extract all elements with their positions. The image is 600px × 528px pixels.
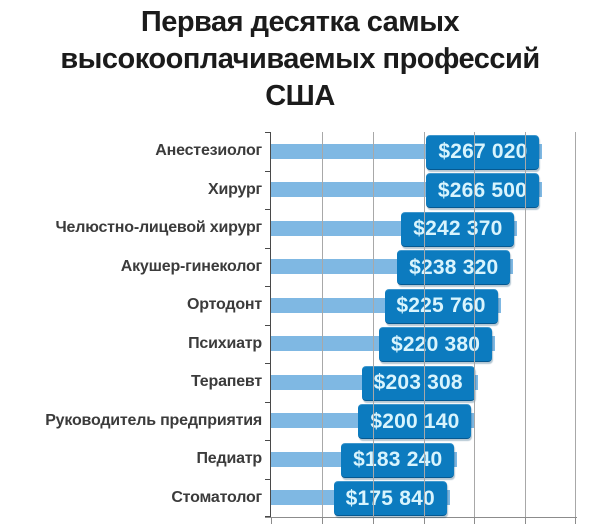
value-box: $267 020 xyxy=(426,134,540,170)
y-axis-tick xyxy=(265,440,270,441)
category-axis-labels: Анестезиолог Хирург Челюстно-лицевой хир… xyxy=(0,132,262,517)
value-label: $183 240 xyxy=(353,448,443,472)
bar-row: $200 140 xyxy=(271,402,576,441)
y-axis-tick xyxy=(265,170,270,172)
value-box: $183 240 xyxy=(341,442,455,478)
x-axis-tick xyxy=(423,518,425,524)
chart-title: Первая десятка самых высокооплачиваемых … xyxy=(0,4,600,115)
category-label: Терапевт xyxy=(191,373,262,391)
y-axis-tick xyxy=(265,363,270,364)
value-box: $238 320 xyxy=(397,250,511,286)
category-label: Хирург xyxy=(208,180,262,198)
value-box: $175 840 xyxy=(333,481,447,517)
value-label: $266 500 xyxy=(437,178,528,202)
value-label: $238 320 xyxy=(409,255,499,279)
value-box: $200 140 xyxy=(358,404,472,440)
bar-row: $242 370 xyxy=(271,209,576,248)
value-label: $242 370 xyxy=(413,217,503,241)
x-axis-tick xyxy=(321,518,323,524)
value-label: $203 308 xyxy=(373,371,463,395)
y-axis-tick xyxy=(265,324,270,326)
category-label: Ортодонт xyxy=(186,296,262,314)
category-label: Акушер-гинеколог xyxy=(120,257,262,275)
category-label: Стоматолог xyxy=(171,488,262,506)
y-axis-tick xyxy=(265,478,270,480)
bar-row: $238 320 xyxy=(271,248,576,287)
bar-row: $267 020 xyxy=(271,132,576,171)
bar-row: $175 840 xyxy=(271,479,576,518)
x-axis-tick xyxy=(372,518,374,524)
value-label: $175 840 xyxy=(345,486,435,510)
category-label: Педиатр xyxy=(196,450,263,468)
bar-row: $266 500 xyxy=(271,171,576,210)
value-label: $267 020 xyxy=(438,140,528,164)
x-axis-tick xyxy=(474,518,476,524)
y-axis-tick xyxy=(265,247,270,249)
category-label: Психиатр xyxy=(188,334,262,352)
chart-title-line-3: США xyxy=(265,80,335,112)
category-label: Руководитель предприятия xyxy=(45,411,262,429)
bar-row: $203 308 xyxy=(271,363,576,402)
bar-row: $183 240 xyxy=(271,440,576,479)
y-axis-tick xyxy=(265,286,270,287)
x-axis-tick xyxy=(525,518,527,524)
bar-rows: $267 020 $266 500 $242 370 $238 320 $225… xyxy=(271,132,576,517)
y-axis-tick xyxy=(265,209,270,210)
x-axis-tick xyxy=(271,518,272,524)
value-box: $242 370 xyxy=(401,211,515,247)
y-axis-tick xyxy=(265,132,270,133)
value-box: $225 760 xyxy=(384,288,498,324)
y-axis-tick xyxy=(265,516,270,517)
chart-title-line-1: Первая десятка самых xyxy=(140,6,460,38)
category-label: Анестезиолог xyxy=(155,142,262,160)
bar-row: $220 380 xyxy=(271,325,576,364)
category-label: Челюстно-лицевой хирург xyxy=(55,219,263,237)
bar-row: $225 760 xyxy=(271,286,576,325)
value-box: $220 380 xyxy=(379,327,493,363)
value-label: $225 760 xyxy=(396,294,486,318)
x-axis-tick xyxy=(575,518,576,524)
x-axis-line xyxy=(265,517,577,518)
value-label: $220 380 xyxy=(390,332,481,356)
value-box: $203 308 xyxy=(361,365,475,401)
value-box: $266 500 xyxy=(425,173,539,209)
plot-area: $267 020 $266 500 $242 370 $238 320 $225… xyxy=(265,132,577,524)
value-label: $200 140 xyxy=(370,409,460,433)
y-axis-tick xyxy=(265,401,270,403)
chart-title-line-2: высокооплачиваемых профессий xyxy=(60,43,540,75)
